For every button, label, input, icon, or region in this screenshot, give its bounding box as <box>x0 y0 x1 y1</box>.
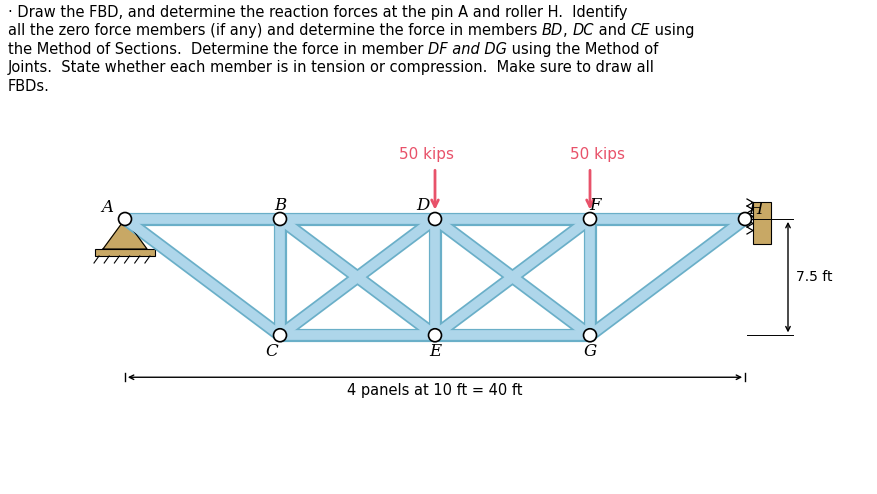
Text: ,: , <box>563 24 572 39</box>
Bar <box>752 202 770 244</box>
Text: D: D <box>416 198 429 214</box>
Text: C: C <box>266 343 278 360</box>
Text: all the zero force members (if any) and determine the force in members: all the zero force members (if any) and … <box>8 24 541 39</box>
Text: DF and DG: DF and DG <box>427 42 506 57</box>
Circle shape <box>738 212 751 225</box>
Circle shape <box>428 329 441 342</box>
Text: H: H <box>747 201 761 217</box>
Text: E: E <box>429 343 440 360</box>
Circle shape <box>583 212 595 225</box>
Text: and: and <box>594 24 631 39</box>
Text: using the Method of: using the Method of <box>506 42 658 57</box>
Text: A: A <box>101 199 113 215</box>
Circle shape <box>428 212 441 225</box>
Text: DC: DC <box>572 24 594 39</box>
Bar <box>95 249 155 256</box>
Text: B: B <box>274 198 286 214</box>
Circle shape <box>583 329 595 342</box>
Text: 7.5 ft: 7.5 ft <box>795 270 831 284</box>
Text: using: using <box>650 24 694 39</box>
Text: FBDs.: FBDs. <box>8 79 50 94</box>
Text: BD: BD <box>541 24 563 39</box>
Circle shape <box>274 329 286 342</box>
Circle shape <box>118 212 132 225</box>
Text: the Method of Sections.  Determine the force in member: the Method of Sections. Determine the fo… <box>8 42 427 57</box>
Text: F: F <box>588 198 600 214</box>
Text: 50 kips: 50 kips <box>570 148 624 163</box>
Polygon shape <box>103 219 146 249</box>
Text: 50 kips: 50 kips <box>399 148 454 163</box>
Text: · Draw the FBD, and determine the reaction forces at the pin A and roller H.  Id: · Draw the FBD, and determine the reacti… <box>8 5 627 20</box>
Text: 4 panels at 10 ft = 40 ft: 4 panels at 10 ft = 40 ft <box>347 383 522 398</box>
Text: G: G <box>582 343 596 360</box>
Text: Joints.  State whether each member is in tension or compression.  Make sure to d: Joints. State whether each member is in … <box>8 60 654 76</box>
Text: CE: CE <box>631 24 650 39</box>
Circle shape <box>274 212 286 225</box>
